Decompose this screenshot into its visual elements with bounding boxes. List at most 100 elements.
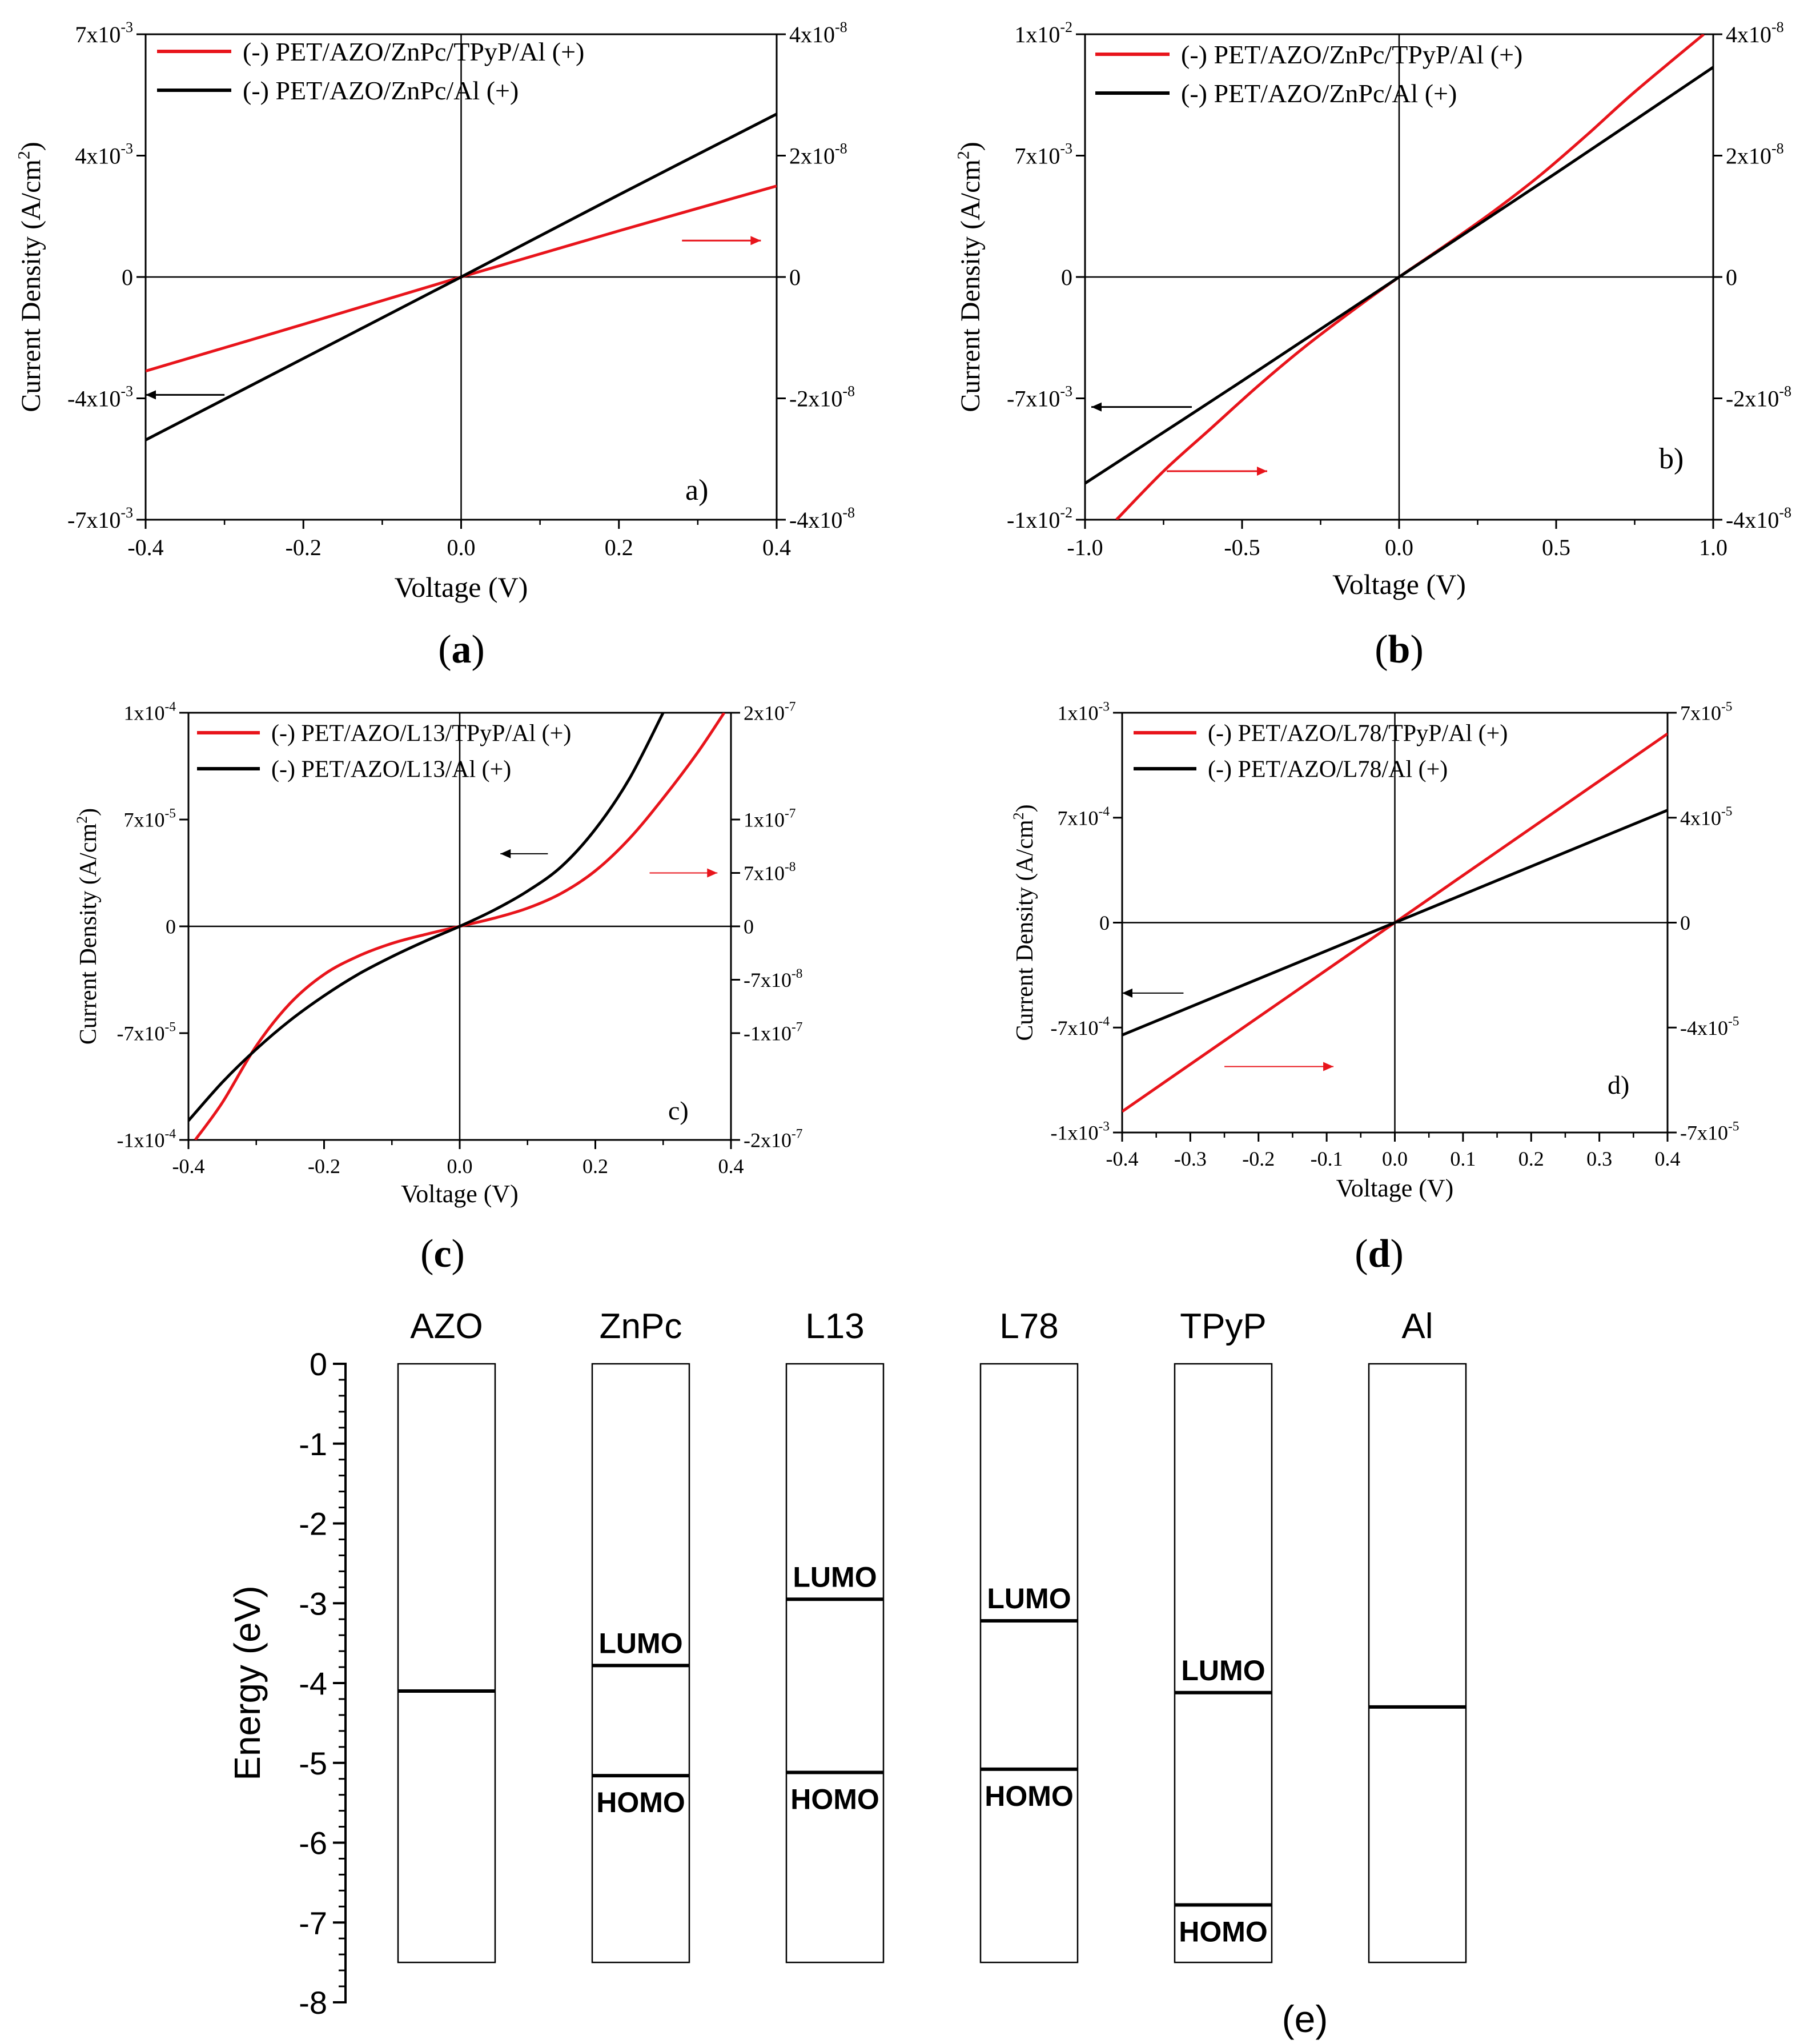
tick-mantissa: -1x10 <box>1051 1122 1099 1145</box>
energy-tick-label: -2 <box>299 1506 327 1542</box>
left-tick-label: 0 <box>166 915 176 938</box>
tick-exponent: -8 <box>785 860 796 874</box>
panel-caption: (a) <box>438 628 485 672</box>
tick-exponent: -8 <box>835 19 847 35</box>
x-tick-label: 0.1 <box>1450 1147 1476 1170</box>
energy-level-label: HOMO <box>1179 1916 1268 1948</box>
right-tick-label: 4x10-5 <box>1680 804 1733 829</box>
caption-letter: a <box>452 628 472 672</box>
energy-tick-label: -1 <box>299 1426 327 1462</box>
tick-mantissa: -7x10 <box>117 1022 165 1045</box>
panel-d: -0.4 -0.3 -0.2 -0.1 0.0 0.1 0.2 0.3 0.41x10-37x1… <box>1010 699 1739 1276</box>
tick-exponent: -4 <box>165 1126 176 1141</box>
tick-exponent: -4 <box>165 699 176 714</box>
x-tick-label: -0.2 <box>286 535 322 560</box>
left-tick-label: -7x10-4 <box>1051 1014 1110 1039</box>
tick-mantissa: -7x10 <box>1051 1017 1099 1039</box>
right-tick-label: -4x10-8 <box>1726 504 1791 533</box>
tick-mantissa: 2x10 <box>1726 143 1771 169</box>
tick-mantissa: 7x10 <box>1058 806 1099 829</box>
panel-corner-label: c) <box>668 1096 689 1125</box>
left-tick-label: -7x10-5 <box>117 1019 176 1045</box>
tick-exponent: -8 <box>835 140 847 157</box>
left-tick-label: -7x10-3 <box>67 504 133 533</box>
material-name: TPyP <box>1180 1307 1267 1346</box>
right-tick-label: 4x10-8 <box>1726 19 1784 47</box>
caption-paren: ( <box>438 628 451 672</box>
left-tick-label: 0 <box>122 264 133 290</box>
axis-arrow-head-black <box>500 849 511 858</box>
material-name: AZO <box>410 1307 483 1346</box>
tick-exponent: -3 <box>120 504 133 521</box>
tick-mantissa: -4x10 <box>789 507 842 533</box>
caption-paren: ( <box>420 1232 433 1276</box>
y-axis-label-tail: ) <box>16 142 46 151</box>
caption-paren: ( <box>1375 628 1388 672</box>
tick-exponent: -3 <box>1099 1119 1110 1134</box>
x-tick-label: -0.4 <box>127 535 163 560</box>
tick-mantissa: 7x10 <box>744 862 785 885</box>
tick-mantissa: -2x10 <box>744 1129 792 1152</box>
x-tick-label: -0.2 <box>308 1155 340 1178</box>
x-axis-label: Voltage (V) <box>401 1180 519 1208</box>
tick-mantissa: 0 <box>1061 264 1072 290</box>
tick-mantissa: 7x10 <box>75 22 120 47</box>
tick-mantissa: 1x10 <box>744 809 785 832</box>
left-tick-label: 7x10-3 <box>75 19 133 47</box>
caption-paren: ) <box>1390 1232 1403 1276</box>
tick-exponent: -5 <box>1728 1014 1739 1029</box>
panel-corner-label: b) <box>1659 443 1684 475</box>
tick-mantissa: 7x10 <box>1680 702 1721 725</box>
tick-mantissa: 1x10 <box>124 702 165 725</box>
left-tick-label: 4x10-3 <box>75 140 133 169</box>
tick-exponent: -8 <box>842 383 855 400</box>
x-tick-label: 0.3 <box>1586 1147 1612 1170</box>
x-axis-label: Voltage (V) <box>1332 568 1466 600</box>
y-axis-label-base: Current Density (A/cm <box>1012 820 1038 1041</box>
y-axis-label-tail: ) <box>955 142 986 151</box>
tick-mantissa: 0 <box>166 915 176 938</box>
series-line-black <box>1122 809 1668 1037</box>
energy-tick-label: -5 <box>299 1745 327 1781</box>
left-tick-label: -1x10-2 <box>1007 504 1072 533</box>
tick-exponent: -8 <box>842 504 855 521</box>
y-axis-label-sup: 2 <box>954 151 973 159</box>
right-tick-label: -7x10-5 <box>1680 1119 1739 1144</box>
panel-caption: (c) <box>420 1232 465 1276</box>
left-tick-label: 1x10-4 <box>124 699 176 724</box>
right-tick-label: -4x10-5 <box>1680 1014 1739 1039</box>
energy-axis-label: Energy (eV) <box>227 1585 268 1780</box>
x-tick-label: 0.4 <box>762 535 791 560</box>
x-tick-label: 0.4 <box>1655 1147 1681 1170</box>
tick-exponent: -2 <box>1060 504 1072 521</box>
tick-mantissa: 0 <box>1726 264 1737 290</box>
tick-mantissa: 0 <box>122 264 133 290</box>
x-tick-label: -0.2 <box>1242 1147 1275 1170</box>
tick-mantissa: -4x10 <box>1680 1017 1728 1039</box>
tick-mantissa: -1x10 <box>744 1022 792 1045</box>
x-tick-label: -0.3 <box>1174 1147 1207 1170</box>
panel-caption: (b) <box>1375 628 1424 672</box>
axis-arrow-head-red <box>1323 1062 1334 1071</box>
legend-label: (-) PET/AZO/ZnPc/Al (+) <box>243 76 519 105</box>
energy-level-label: HOMO <box>985 1780 1074 1812</box>
tick-mantissa: 1x10 <box>1014 22 1060 47</box>
energy-tick-label: 0 <box>310 1346 327 1382</box>
tick-mantissa: -7x10 <box>1007 386 1060 412</box>
tick-exponent: -3 <box>120 383 133 400</box>
right-tick-label: -4x10-8 <box>789 504 855 533</box>
y-axis-label-base: Current Density (A/cm <box>16 159 46 412</box>
axis-arrow-head-red <box>707 868 718 878</box>
tick-mantissa: -2x10 <box>789 386 842 412</box>
y-axis-label-base: Current Density (A/cm <box>955 159 986 412</box>
right-tick-label: 0 <box>1680 911 1690 934</box>
panel-caption: (d) <box>1355 1232 1404 1276</box>
energy-tick-label: -7 <box>299 1905 327 1941</box>
material-box <box>785 1363 885 1963</box>
energy-tick-label: -8 <box>299 1985 327 2021</box>
right-tick-label: -1x10-7 <box>744 1019 803 1045</box>
left-tick-label: -7x10-3 <box>1007 383 1072 412</box>
energy-tick-label: -3 <box>299 1585 327 1621</box>
x-tick-label: 0.2 <box>605 535 633 560</box>
